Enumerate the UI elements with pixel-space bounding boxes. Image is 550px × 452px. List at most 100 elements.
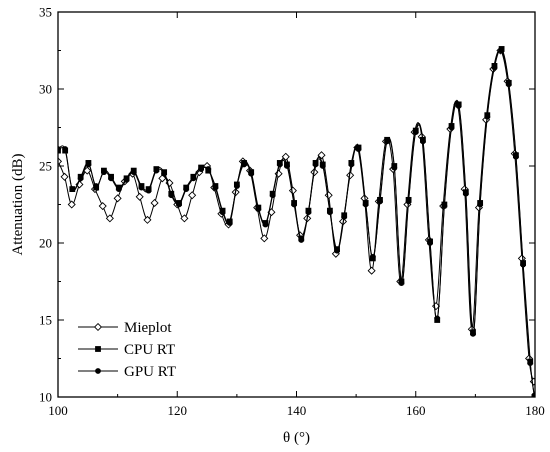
data-point-gpu-rt: [138, 184, 145, 191]
data-point-gpu-rt: [355, 146, 362, 152]
data-point-mieplot: [260, 234, 269, 243]
x-tick-label: 140: [287, 403, 307, 418]
data-point-gpu-rt: [398, 280, 405, 286]
data-point-gpu-rt: [448, 124, 455, 131]
y-axis-label: Attenuation (dB): [10, 153, 26, 255]
x-axis-label: θ (°): [283, 430, 310, 446]
data-point-gpu-rt: [226, 220, 233, 226]
data-point-gpu-rt: [62, 146, 69, 152]
data-point-gpu-rt: [130, 169, 137, 176]
x-tick-label: 120: [168, 403, 188, 418]
data-point-gpu-rt: [183, 186, 190, 193]
data-point-gpu-rt: [198, 166, 205, 172]
data-point-mieplot: [317, 151, 326, 160]
y-tick-label: 20: [39, 236, 52, 251]
data-point-gpu-rt: [470, 330, 476, 337]
data-point-gpu-rt: [462, 190, 469, 197]
data-point-gpu-rt: [269, 192, 276, 199]
data-point-gpu-rt: [341, 213, 348, 220]
data-point-mieplot: [98, 202, 107, 211]
data-point-mieplot: [67, 200, 76, 209]
data-point-gpu-rt: [412, 129, 419, 136]
data-point-gpu-rt: [69, 186, 76, 193]
data-point-gpu-rt: [93, 183, 100, 189]
data-point-gpu-rt: [531, 392, 535, 397]
x-axis-ticks: 100 120 140 160 180: [48, 12, 545, 418]
data-point-gpu-rt: [291, 201, 298, 208]
data-point-mieplot: [188, 191, 197, 200]
data-point-gpu-rt: [527, 360, 534, 367]
data-point-gpu-rt: [145, 187, 152, 194]
data-point-gpu-rt: [255, 206, 262, 213]
data-point-gpu-rt: [319, 163, 326, 169]
data-point-gpu-rt: [248, 170, 255, 177]
data-point-mieplot: [135, 192, 144, 201]
data-point-gpu-rt: [276, 161, 283, 168]
data-point-gpu-rt: [455, 103, 462, 109]
data-point-mieplot: [150, 198, 159, 207]
data-point-gpu-rt: [108, 175, 114, 182]
data-point-gpu-rt: [505, 81, 512, 88]
y-tick-label: 30: [39, 82, 52, 97]
data-point-gpu-rt: [176, 201, 182, 208]
data-point-mieplot: [324, 191, 333, 200]
data-point-mieplot: [60, 172, 69, 181]
data-point-mieplot: [281, 152, 290, 161]
data-point-gpu-rt: [168, 192, 175, 199]
y-axis-ticks: 10 15 20 25 30 35: [39, 5, 535, 405]
legend-marker: [95, 346, 101, 352]
data-point-mieplot: [288, 186, 297, 195]
data-point-gpu-rt: [212, 184, 219, 191]
data-point-gpu-rt: [205, 166, 212, 172]
legend-marker: [93, 322, 103, 332]
legend-item-mieplot: Mieplot: [78, 320, 172, 336]
x-tick-label: 160: [406, 403, 426, 418]
data-point-gpu-rt: [420, 138, 426, 145]
data-point-gpu-rt: [298, 237, 305, 243]
data-point-gpu-rt: [405, 198, 412, 205]
data-point-gpu-rt: [101, 169, 107, 176]
data-point-gpu-rt: [348, 161, 355, 168]
data-point-gpu-rt: [384, 138, 391, 145]
data-point-gpu-rt: [498, 47, 505, 54]
data-point-mieplot: [105, 214, 114, 223]
data-point-gpu-rt: [233, 183, 240, 189]
legend: Mieplot CPU RT GPU RT: [78, 320, 176, 380]
data-point-gpu-rt: [161, 170, 168, 177]
data-point-gpu-rt: [369, 253, 376, 260]
data-point-gpu-rt: [123, 176, 130, 183]
legend-label: GPU RT: [124, 364, 176, 380]
legend-label: Mieplot: [124, 320, 172, 336]
data-point-mieplot: [346, 171, 355, 180]
data-point-gpu-rt: [434, 315, 441, 322]
data-point-gpu-rt: [520, 261, 526, 268]
y-tick-label: 10: [39, 390, 52, 405]
data-point-gpu-rt: [513, 153, 519, 160]
data-point-gpu-rt: [484, 113, 491, 120]
y-tick-label: 15: [39, 313, 52, 328]
series-layer: [58, 46, 535, 397]
data-point-gpu-rt: [377, 198, 383, 205]
data-point-gpu-rt: [115, 186, 122, 193]
data-point-gpu-rt: [85, 161, 92, 168]
data-point-mieplot: [367, 266, 376, 275]
data-point-gpu-rt: [153, 167, 160, 174]
legend-item-cpu-rt: CPU RT: [78, 342, 175, 358]
data-point-gpu-rt: [427, 240, 433, 246]
data-point-gpu-rt: [441, 203, 448, 209]
data-point-mieplot: [113, 194, 122, 203]
legend-label: CPU RT: [124, 342, 175, 358]
data-point-gpu-rt: [262, 221, 269, 228]
data-point-gpu-rt: [284, 163, 290, 169]
data-point-gpu-rt: [491, 64, 498, 71]
data-point-gpu-rt: [312, 161, 319, 168]
data-point-gpu-rt: [334, 247, 340, 254]
data-point-mieplot: [58, 157, 63, 166]
data-point-gpu-rt: [77, 175, 84, 182]
data-point-gpu-rt: [58, 146, 61, 152]
data-point-mieplot: [180, 214, 189, 223]
data-point-gpu-rt: [362, 201, 369, 208]
data-point-gpu-rt: [305, 209, 312, 216]
data-point-gpu-rt: [477, 201, 484, 208]
